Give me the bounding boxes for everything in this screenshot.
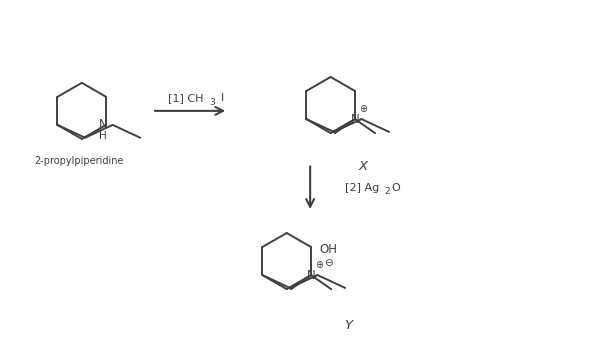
Text: 2: 2: [385, 187, 390, 196]
Text: N: N: [307, 269, 316, 282]
Text: ⊕: ⊕: [359, 104, 367, 114]
Text: [1] CH: [1] CH: [168, 93, 203, 103]
Text: H: H: [99, 131, 107, 141]
Text: O: O: [391, 183, 400, 193]
Text: N: N: [99, 118, 108, 131]
Text: X: X: [358, 160, 368, 173]
Text: 3: 3: [209, 98, 215, 107]
Text: I: I: [220, 93, 224, 103]
Text: OH: OH: [319, 243, 337, 256]
Text: ⊖: ⊖: [324, 258, 332, 268]
Text: Y: Y: [344, 319, 352, 332]
Text: N: N: [350, 113, 359, 126]
Text: ⊕: ⊕: [315, 260, 323, 270]
Text: [2] Ag: [2] Ag: [345, 183, 379, 193]
Text: 2-propylpiperidine: 2-propylpiperidine: [34, 156, 124, 165]
